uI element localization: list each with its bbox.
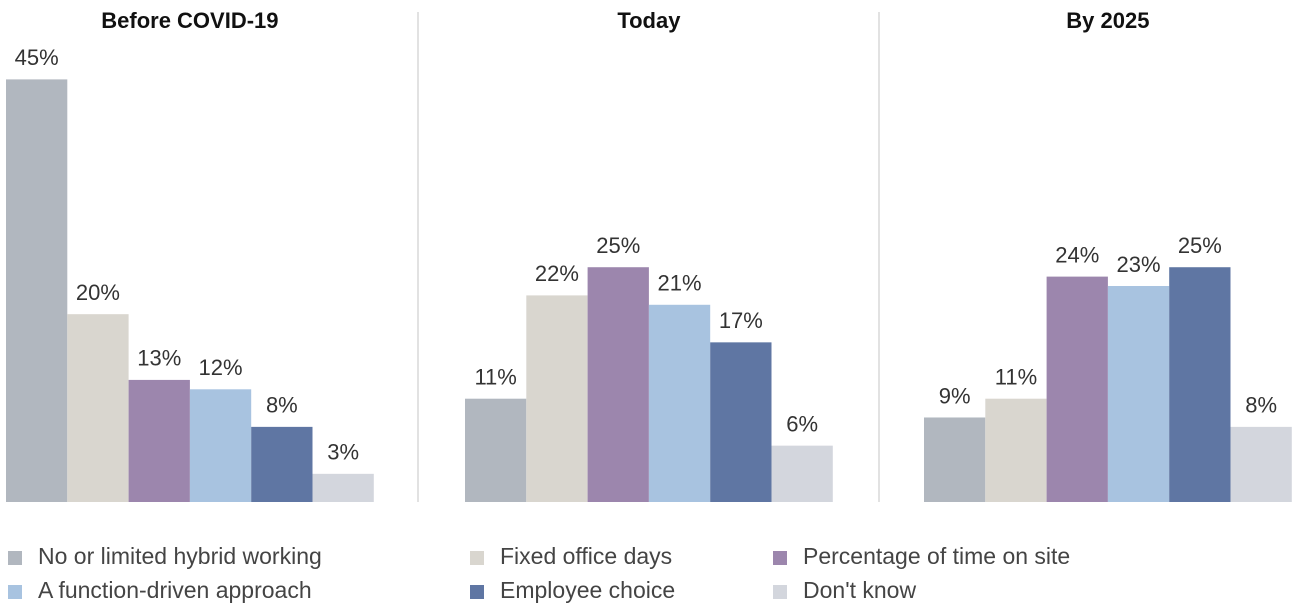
legend-label: Fixed office days (500, 543, 672, 569)
value-label: 6% (786, 411, 818, 436)
bar (924, 417, 986, 502)
bar (648, 304, 711, 502)
legend-label: Employee choice (500, 577, 675, 603)
bar (587, 267, 649, 502)
value-label: 11% (995, 365, 1037, 390)
value-label: 45% (15, 45, 59, 70)
bar (1107, 286, 1170, 502)
value-label: 9% (939, 383, 971, 408)
legend-label: A function-driven approach (38, 577, 312, 603)
legend-swatch (773, 551, 787, 565)
value-label: 3% (327, 440, 359, 465)
value-label: 24% (1055, 242, 1099, 267)
bar (710, 342, 772, 502)
value-label: 17% (719, 308, 763, 333)
legend-swatch (470, 585, 484, 599)
bar (1046, 276, 1108, 502)
value-label: 21% (658, 271, 702, 296)
legend-label: Don't know (803, 577, 916, 603)
value-label: 23% (1117, 252, 1161, 277)
value-label: 22% (535, 261, 579, 286)
panel-title: By 2025 (1066, 8, 1149, 33)
bar (465, 398, 527, 502)
bar (67, 314, 129, 502)
bar (1169, 267, 1231, 502)
legend-swatch (470, 551, 484, 565)
bar (771, 445, 833, 502)
legend-swatch (8, 585, 22, 599)
value-label: 11% (474, 365, 516, 390)
legend-swatch (773, 585, 787, 599)
value-label: 20% (76, 280, 120, 305)
value-label: 12% (199, 355, 243, 380)
bar (128, 379, 190, 502)
value-label: 13% (137, 346, 181, 371)
value-label: 25% (596, 233, 640, 258)
bar (526, 295, 588, 502)
legend-label: Percentage of time on site (803, 543, 1070, 569)
legend-label: No or limited hybrid working (38, 543, 322, 569)
value-label: 8% (1245, 393, 1277, 418)
bar (6, 79, 68, 503)
bar (312, 473, 374, 502)
value-label: 25% (1178, 233, 1222, 258)
value-label: 8% (266, 393, 298, 418)
panel-title: Before COVID-19 (101, 8, 278, 33)
panel-title: Today (617, 8, 681, 33)
legend-swatch (8, 551, 22, 565)
bar (251, 426, 313, 502)
bar (985, 398, 1047, 502)
bar (1230, 426, 1292, 502)
bar (189, 389, 252, 502)
